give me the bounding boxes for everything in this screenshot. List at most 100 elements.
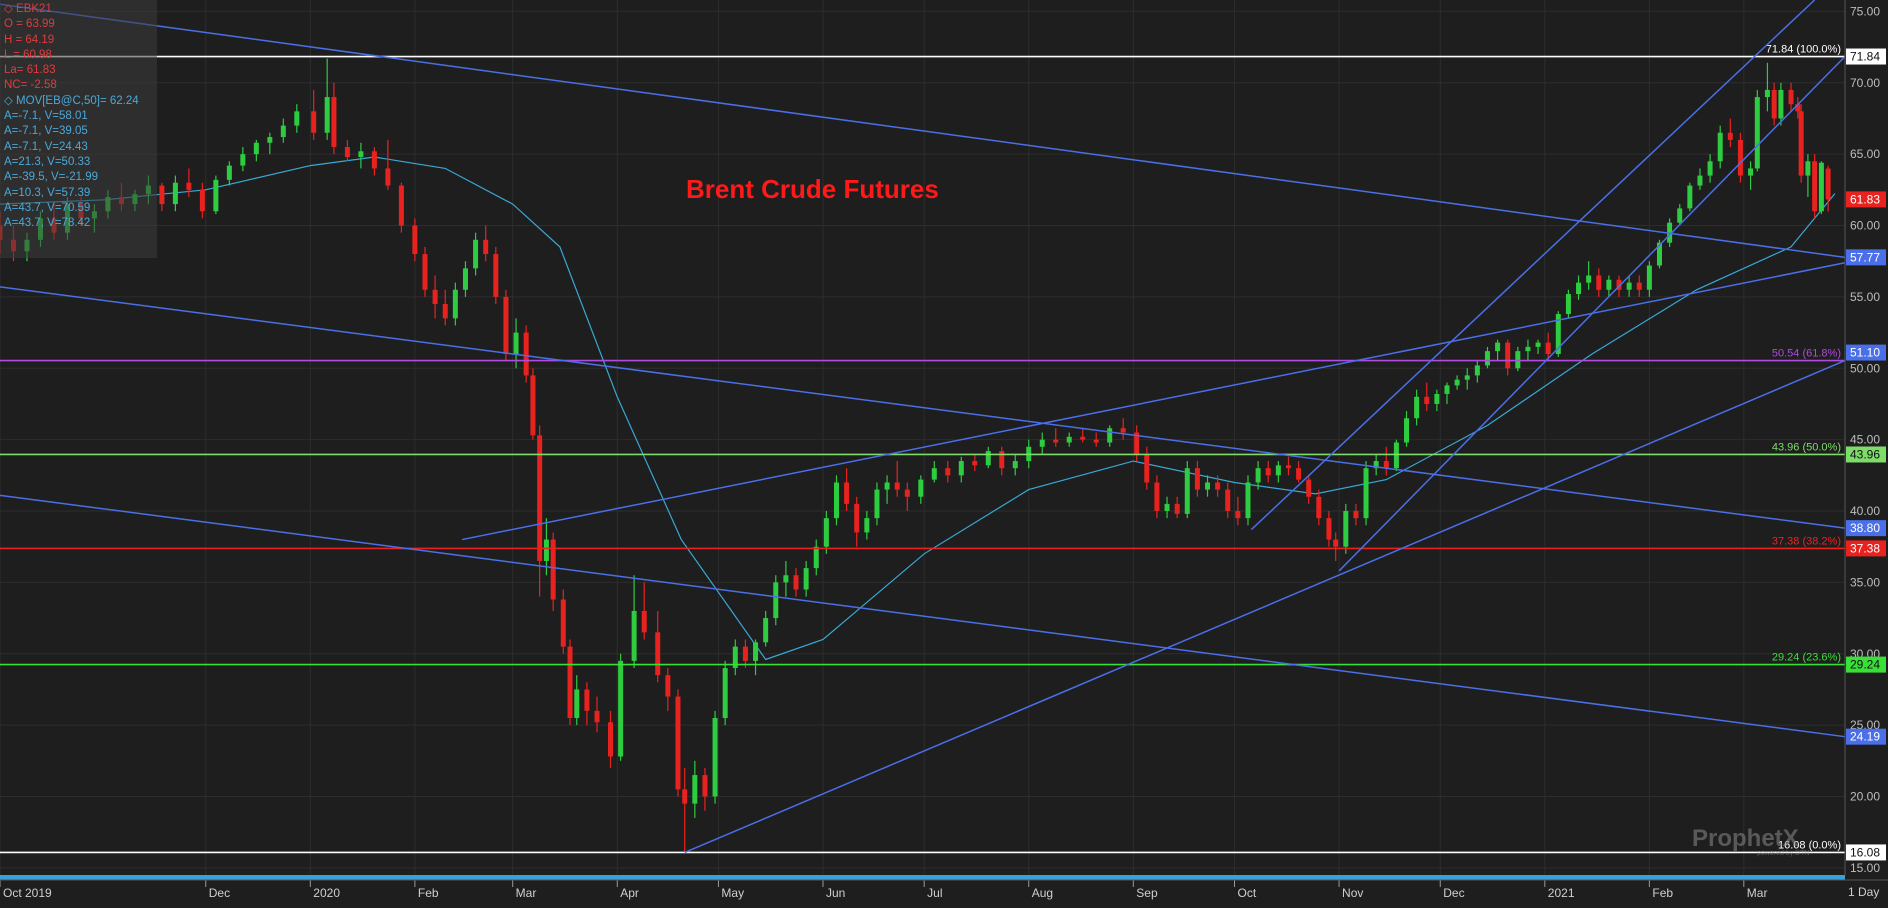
candle-body	[1404, 418, 1410, 443]
candle-body	[1616, 279, 1622, 290]
price-tag-label: 43.96	[1850, 447, 1880, 461]
candle-body	[1066, 436, 1072, 443]
candle-body	[1474, 365, 1480, 376]
candle-body	[844, 482, 850, 504]
candle-body	[1727, 132, 1733, 140]
candle-body	[473, 239, 479, 269]
time-axis[interactable]: Oct 2019 Dec 2020 Feb Mar Apr May Jun Jul Aug Sep O…	[0, 875, 1888, 900]
candle-body	[655, 632, 661, 676]
x-tick-label: Apr	[620, 886, 639, 900]
candle-body	[371, 151, 377, 169]
candle-body	[1707, 161, 1713, 176]
candle-body	[854, 503, 860, 533]
price-tag-box	[1846, 48, 1886, 65]
candle-body	[1646, 265, 1652, 290]
candle-body	[1825, 168, 1831, 200]
trendline	[461, 262, 1846, 541]
chart-title: Brent Crude Futures	[686, 174, 939, 204]
x-tick-label: Mar	[516, 886, 537, 900]
candle-body	[1205, 482, 1211, 490]
candle-body	[1586, 275, 1592, 283]
candle-body	[1093, 439, 1099, 443]
x-tick-label: 2021	[1548, 886, 1575, 900]
candle-body	[1636, 282, 1642, 290]
candle-body	[1748, 168, 1754, 176]
net-change-value: NC= -2.58	[4, 79, 57, 92]
moving-average-line	[0, 156, 1836, 661]
price-tag-label: 61.83	[1850, 192, 1880, 206]
candle-body	[1363, 468, 1369, 519]
candle-body	[712, 717, 718, 797]
candle-body	[358, 151, 364, 158]
candle-body	[1296, 468, 1302, 480]
candle-body	[294, 111, 300, 126]
candle-body	[1393, 442, 1399, 469]
candle-body	[985, 451, 991, 466]
candle-body	[1164, 503, 1170, 512]
fib-level-label: 71.84 (100.0%)	[1766, 44, 1841, 56]
timeframe-label[interactable]: 1 Day	[1848, 885, 1880, 899]
angle-line: A=21.3, V=50.33	[4, 155, 91, 168]
x-tick-label: Sep	[1136, 886, 1158, 900]
candle-body	[280, 125, 286, 138]
candle-body	[1245, 482, 1251, 519]
candle-body	[1812, 161, 1818, 212]
price-tag-label: 37.38	[1850, 541, 1880, 555]
y-tick-label: 40.00	[1850, 504, 1880, 518]
candle-body	[833, 482, 839, 519]
candle-body	[665, 675, 671, 697]
candle-body	[1717, 132, 1723, 162]
y-tick-label: 70.00	[1850, 76, 1880, 90]
candle-body	[1545, 342, 1551, 354]
angle-line: A=-7.1, V=24.43	[4, 140, 88, 153]
trendline	[684, 359, 1846, 854]
price-tag-box	[1846, 520, 1886, 537]
candle-body	[813, 546, 819, 569]
candle-body	[1805, 161, 1811, 176]
candle-body	[567, 646, 573, 718]
candle-body	[594, 710, 600, 723]
trendline	[1338, 55, 1846, 572]
candle-body	[311, 111, 317, 133]
candle-body	[692, 775, 698, 804]
trendline	[0, 286, 1846, 529]
x-tick-label: Mar	[1747, 886, 1768, 900]
moving-average-layer	[0, 156, 1836, 661]
candle-body	[1434, 393, 1440, 404]
price-tag-box	[1846, 344, 1886, 361]
candle-body	[742, 646, 748, 661]
candle-body	[874, 489, 880, 519]
candle-body	[1484, 351, 1490, 366]
candle-body	[1107, 428, 1113, 443]
candle-body	[172, 182, 178, 205]
candle-body	[483, 239, 489, 255]
candle-body	[1737, 139, 1743, 176]
candle-body	[1788, 89, 1794, 105]
candle-body	[1555, 314, 1561, 354]
price-tag-box	[1846, 446, 1886, 463]
candle-body	[1414, 396, 1420, 419]
candle-body	[574, 689, 580, 718]
candle-body	[918, 479, 924, 497]
trendline	[0, 494, 1846, 738]
candle-body	[1535, 342, 1541, 347]
fib-level-label: 29.24 (23.6%)	[1772, 652, 1841, 664]
candle-body	[530, 375, 536, 436]
candle-body	[398, 185, 404, 226]
y-tick-label: 25.00	[1850, 718, 1880, 732]
candle-body	[753, 642, 759, 661]
candle-body	[253, 142, 259, 155]
candle-body	[1626, 282, 1632, 290]
candle-body	[894, 482, 900, 490]
candle-body	[543, 539, 549, 561]
candle-body	[904, 489, 910, 497]
x-tick-label: Oct	[1237, 886, 1256, 900]
candle-body	[1225, 489, 1231, 512]
price-axis[interactable]: 15.0020.0025.0030.0035.0040.0045.0050.00…	[1844, 0, 1886, 875]
candle-body	[1134, 432, 1140, 454]
price-tag-box	[1846, 191, 1886, 208]
candle-body	[763, 618, 769, 643]
